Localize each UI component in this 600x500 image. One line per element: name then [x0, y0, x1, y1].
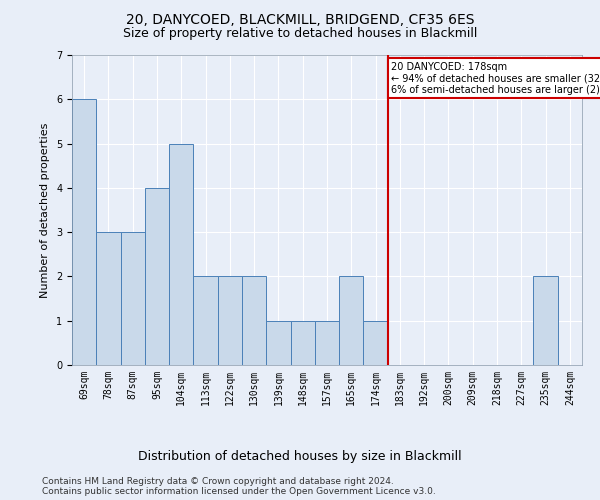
Text: Distribution of detached houses by size in Blackmill: Distribution of detached houses by size … — [138, 450, 462, 463]
Bar — [266, 320, 290, 365]
Bar — [339, 276, 364, 365]
Bar — [315, 320, 339, 365]
Y-axis label: Number of detached properties: Number of detached properties — [40, 122, 50, 298]
Text: 20, DANYCOED, BLACKMILL, BRIDGEND, CF35 6ES: 20, DANYCOED, BLACKMILL, BRIDGEND, CF35 … — [126, 12, 474, 26]
Text: Size of property relative to detached houses in Blackmill: Size of property relative to detached ho… — [123, 28, 477, 40]
Bar — [72, 100, 96, 365]
Bar — [121, 232, 145, 365]
Bar — [169, 144, 193, 365]
Text: 20 DANYCOED: 178sqm
← 94% of detached houses are smaller (32)
6% of semi-detache: 20 DANYCOED: 178sqm ← 94% of detached ho… — [391, 62, 600, 95]
Bar — [96, 232, 121, 365]
Bar — [242, 276, 266, 365]
Bar — [364, 320, 388, 365]
Text: Contains public sector information licensed under the Open Government Licence v3: Contains public sector information licen… — [42, 488, 436, 496]
Bar — [290, 320, 315, 365]
Bar — [533, 276, 558, 365]
Bar — [193, 276, 218, 365]
Text: Contains HM Land Registry data © Crown copyright and database right 2024.: Contains HM Land Registry data © Crown c… — [42, 478, 394, 486]
Bar — [145, 188, 169, 365]
Bar — [218, 276, 242, 365]
